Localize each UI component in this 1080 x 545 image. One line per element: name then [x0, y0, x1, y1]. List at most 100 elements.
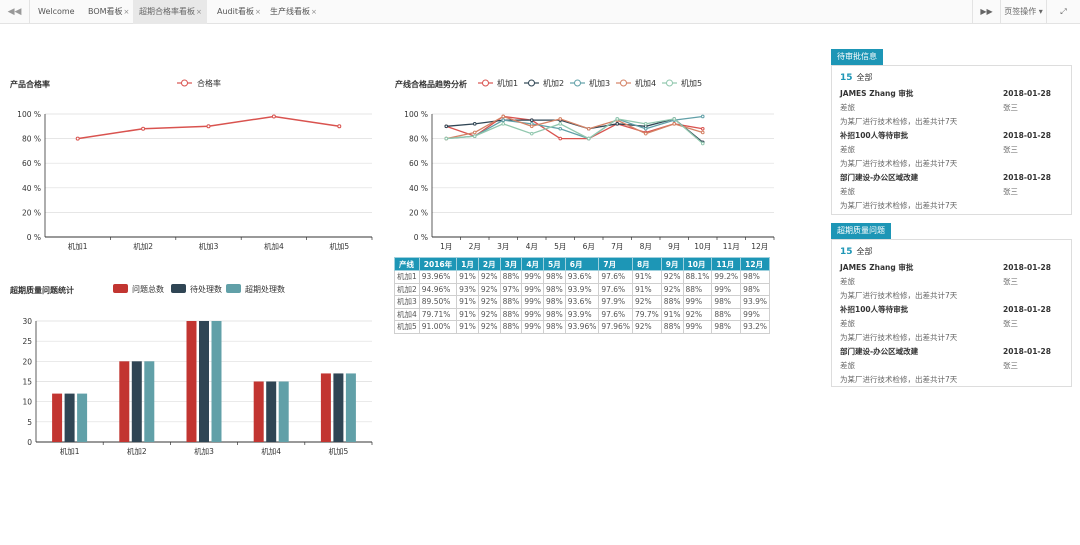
- y-tick-label: 80 %: [409, 135, 428, 144]
- list-item[interactable]: JAMES Zhang 审批 2018-01-28 差旅 张三 为某厂进行技术检修，出差…: [832, 87, 1071, 129]
- data-point[interactable]: [75, 136, 80, 141]
- bar[interactable]: [52, 393, 63, 442]
- fullscreen-icon[interactable]: ⤢: [1046, 0, 1080, 24]
- data-point[interactable]: [643, 126, 648, 131]
- bar[interactable]: [320, 373, 331, 442]
- bar[interactable]: [333, 373, 344, 442]
- item-desc: 为某厂进行技术检修，出差共计7天: [840, 333, 958, 342]
- data-point[interactable]: [472, 122, 477, 126]
- data-point[interactable]: [501, 114, 506, 119]
- data-point[interactable]: [615, 122, 620, 126]
- double-left-icon[interactable]: ◀◀: [0, 0, 30, 24]
- legend-item[interactable]: 机加5: [662, 78, 702, 88]
- data-point[interactable]: [444, 124, 449, 129]
- x-tick-label: 12月: [751, 242, 768, 251]
- data-point[interactable]: [529, 131, 534, 136]
- column-header: 12月: [740, 257, 770, 271]
- table-cell: 92%: [477, 270, 501, 284]
- bar[interactable]: [211, 321, 222, 442]
- list-item[interactable]: 部门建设-办公区域改建 2018-01-28 差旅 张三 为某厂进行技术检修，出差共计7…: [832, 171, 1071, 213]
- table-cell: 89.50%: [418, 295, 458, 309]
- data-point[interactable]: [672, 122, 677, 126]
- data-point[interactable]: [700, 130, 705, 135]
- data-point[interactable]: [586, 126, 591, 131]
- data-point[interactable]: [558, 136, 563, 141]
- data-point[interactable]: [700, 141, 705, 146]
- legend-item[interactable]: 机加1: [478, 78, 518, 88]
- data-point[interactable]: [558, 117, 563, 121]
- legend-item[interactable]: 超期处理数: [226, 284, 285, 294]
- bar[interactable]: [64, 393, 75, 442]
- table-cell: 93.6%: [564, 270, 600, 284]
- data-point[interactable]: [529, 118, 534, 122]
- tab-production-line[interactable]: 生产线看板×: [266, 0, 321, 24]
- item-person: 张三: [1003, 145, 1018, 154]
- legend-item[interactable]: 机加2: [524, 78, 564, 88]
- data-point[interactable]: [643, 122, 648, 126]
- tab-audit[interactable]: Audit看板×: [213, 0, 265, 24]
- legend-label: 问题总数: [132, 284, 164, 294]
- data-point[interactable]: [700, 126, 705, 131]
- pending-approval-title[interactable]: 待审批信息: [831, 49, 883, 65]
- legend-item[interactable]: 问题总数: [113, 284, 164, 294]
- data-point[interactable]: [529, 124, 534, 129]
- table-cell: 98%: [543, 307, 566, 321]
- data-point[interactable]: [643, 131, 648, 136]
- data-point[interactable]: [501, 122, 506, 126]
- table-cell: 88%: [660, 295, 684, 309]
- data-point[interactable]: [586, 136, 591, 141]
- tab-overdue-pass-rate[interactable]: 超期合格率看板×: [133, 0, 207, 24]
- bar[interactable]: [77, 393, 88, 442]
- x-tick-label: 机加2: [127, 446, 147, 456]
- bar[interactable]: [345, 373, 356, 442]
- data-point[interactable]: [206, 124, 211, 129]
- data-point[interactable]: [444, 136, 449, 141]
- list-item[interactable]: 补招100人等待审批 2018-01-28 差旅 张三 为某厂进行技术检修，出差共计7天: [832, 303, 1071, 345]
- overdue-count[interactable]: 15 全部: [832, 240, 1071, 261]
- bar[interactable]: [199, 321, 209, 442]
- data-point[interactable]: [337, 124, 342, 129]
- list-item[interactable]: 补招100人等待审批 2018-01-28 差旅 张三 为某厂进行技术检修，出差共计7天: [832, 129, 1071, 171]
- close-icon[interactable]: ×: [311, 8, 317, 16]
- data-point[interactable]: [558, 126, 563, 131]
- data-point[interactable]: [615, 117, 620, 121]
- data-point[interactable]: [271, 114, 276, 119]
- list-item[interactable]: JAMES Zhang 审批 2018-01-28 差旅 张三 为某厂进行技术检修，出差…: [832, 261, 1071, 303]
- tab-bom[interactable]: BOM看板×: [84, 0, 133, 24]
- data-point[interactable]: [501, 118, 506, 122]
- data-point[interactable]: [472, 130, 477, 135]
- list-item[interactable]: 部门建设-办公区域改建 2018-01-28 差旅 张三 为某厂进行技术检修，出差共计7…: [832, 345, 1071, 386]
- bar[interactable]: [278, 381, 289, 443]
- data-point[interactable]: [672, 117, 677, 121]
- data-point[interactable]: [700, 114, 705, 119]
- close-icon[interactable]: ×: [254, 8, 261, 16]
- bar[interactable]: [266, 381, 277, 443]
- close-icon[interactable]: ×: [196, 8, 202, 16]
- data-point[interactable]: [141, 126, 146, 131]
- legend-item[interactable]: 待处理数: [171, 284, 222, 294]
- tab-ops-dropdown[interactable]: 页签操作 ▾: [1000, 0, 1046, 24]
- bar[interactable]: [186, 321, 197, 442]
- legend-item[interactable]: 机加4: [616, 78, 656, 88]
- overdue-quality-title[interactable]: 超期质量问题: [831, 223, 891, 239]
- bar[interactable]: [119, 361, 130, 442]
- x-tick-label: 机加4: [261, 446, 281, 456]
- data-point[interactable]: [558, 122, 563, 126]
- bar[interactable]: [131, 361, 142, 442]
- bar[interactable]: [144, 361, 155, 442]
- y-tick-label: 10: [22, 398, 32, 407]
- y-tick-label: 30: [22, 317, 32, 326]
- bar[interactable]: [253, 381, 264, 443]
- legend[interactable]: 合格率: [177, 78, 221, 88]
- table-cell: 93.9%: [564, 282, 600, 296]
- y-tick-label: 60 %: [22, 159, 41, 168]
- pending-count[interactable]: 15 全部: [832, 66, 1071, 87]
- close-icon[interactable]: ×: [123, 8, 130, 16]
- tab-welcome[interactable]: Welcome: [34, 0, 79, 24]
- x-tick-label: 8月: [640, 242, 652, 251]
- x-tick-label: 机加5: [329, 446, 349, 456]
- legend-item[interactable]: 机加3: [570, 78, 610, 88]
- double-right-icon[interactable]: ▶▶: [972, 0, 1000, 24]
- data-point[interactable]: [472, 134, 477, 138]
- item-type: 差旅: [840, 361, 855, 370]
